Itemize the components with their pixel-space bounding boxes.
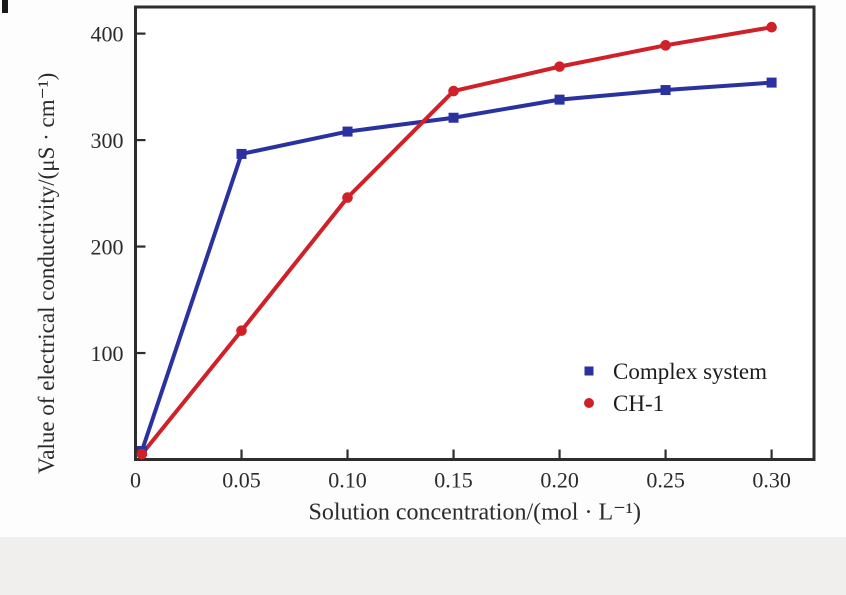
y-axis-tick-label: 300 [91,128,124,153]
x-axis-tick-label: 0.10 [328,468,367,493]
plot-frame [134,5,816,461]
data-point-ch-1 [342,192,353,203]
x-axis-tick-label: 0.30 [752,468,791,493]
data-point-complex-system [660,85,671,96]
x-axis-tick-label: 0.25 [646,468,685,493]
data-point-ch-1 [554,61,565,72]
y-axis-tick-label: 400 [91,22,124,47]
y-axis-tick-label: 200 [91,235,124,260]
conductivity-line-chart: 100 200 300 400 0 0.05 0.10 0.15 0.20 0.25 0.30 Sol… [34,5,816,526]
data-point-ch-1 [766,21,777,33]
data-point-ch-1 [136,448,148,460]
data-point-complex-system [236,148,247,159]
y-axis-title: Value of electrical conductivity/(μS · c… [34,73,59,474]
legend-marker-ch-1 [584,398,594,408]
legend-marker-complex-system [584,366,594,376]
y-axis-tick-label: 100 [91,341,124,366]
x-axis-tick-label: 0 [130,468,141,493]
legend-label-complex-system: Complex system [613,359,767,384]
data-point-complex-system [342,126,353,137]
data-point-ch-1 [660,40,671,51]
x-axis-tick-label: 0.20 [540,468,579,493]
x-axis-tick-label: 0.05 [222,468,261,493]
x-axis-title: Solution concentration/(mol · L⁻¹) [309,500,641,526]
data-point-complex-system [766,77,777,88]
data-point-complex-system [554,94,565,105]
legend-label-ch-1: CH-1 [613,391,664,416]
data-point-ch-1 [236,325,247,336]
data-point-ch-1 [448,85,459,97]
x-axis-tick-label: 0.15 [434,468,473,493]
caption-band: 图3 不同表面活性剂体系电导率随浓度变化 上海谓 [0,537,846,595]
scan-artifact [2,0,8,13]
data-point-complex-system [448,112,459,123]
